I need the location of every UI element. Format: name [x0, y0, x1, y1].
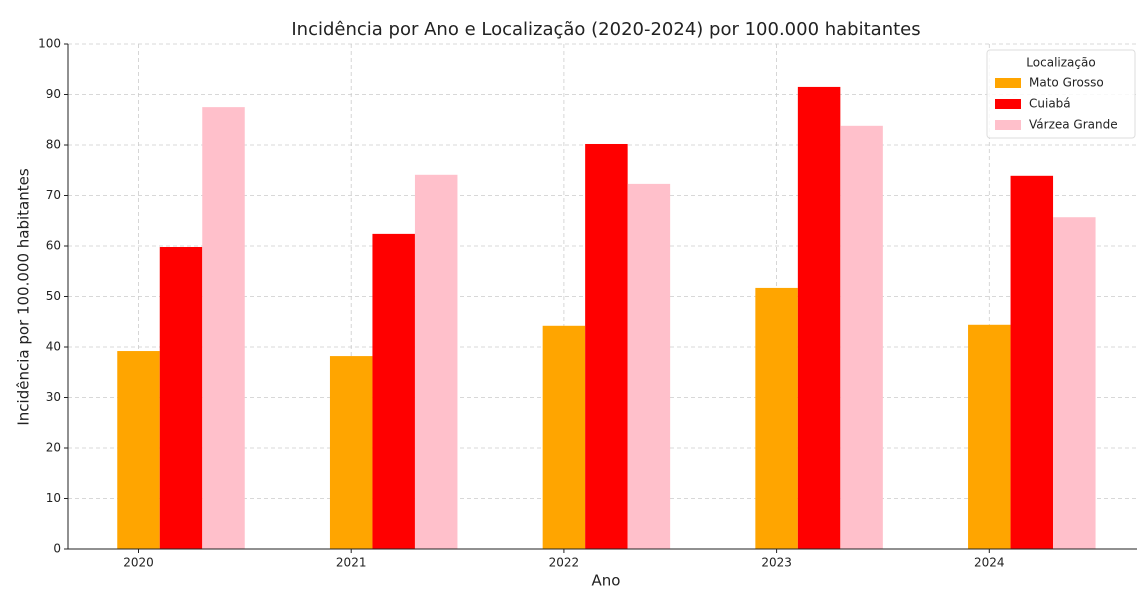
legend-swatch — [995, 99, 1021, 109]
y-tick-label: 0 — [53, 542, 61, 556]
x-tick-label: 2024 — [974, 556, 1005, 570]
bar — [159, 247, 203, 549]
y-tick-label: 50 — [46, 289, 61, 303]
y-tick-label: 90 — [46, 87, 61, 101]
y-tick-label: 80 — [46, 138, 61, 152]
bar — [542, 325, 586, 549]
x-tick-label: 2021 — [336, 556, 367, 570]
bar — [117, 351, 160, 549]
y-tick-label: 100 — [38, 37, 61, 51]
legend-label: Mato Grosso — [1029, 76, 1104, 90]
legend-title: Localização — [1026, 56, 1095, 70]
x-tick-label: 2022 — [549, 556, 580, 570]
y-tick-label: 40 — [46, 340, 61, 354]
bar — [1010, 175, 1054, 549]
legend-swatch — [995, 78, 1021, 88]
bar — [627, 183, 671, 549]
legend-box — [986, 49, 1136, 139]
bars — [117, 86, 1096, 550]
axes: 0 10 20 30 40 50 60 70 80 90 100 2020 2021 2022 2023 20… — [38, 37, 1137, 570]
x-tick-label: 2023 — [761, 556, 792, 570]
chart-title: Incidência por Ano e Localização (2020-2… — [291, 19, 920, 40]
legend-label: Várzea Grande — [1029, 118, 1118, 132]
y-tick-label: 30 — [46, 390, 61, 404]
y-tick-label: 70 — [46, 188, 61, 202]
legend-label: Cuiabá — [1029, 97, 1071, 111]
legend: Localização Mato Grosso Cuiabá Várzea Grand… — [986, 49, 1136, 139]
bar — [585, 143, 628, 550]
y-tick-label: 20 — [46, 441, 61, 455]
y-axis-label: Incidência por 100.000 habitantes — [15, 168, 33, 425]
legend-swatch — [995, 120, 1021, 130]
y-tick-label: 60 — [46, 239, 61, 253]
bar — [755, 287, 798, 549]
x-tick-label: 2020 — [123, 556, 154, 570]
bar — [797, 86, 841, 550]
bar — [968, 324, 1011, 549]
bar — [372, 233, 415, 549]
bar — [1053, 217, 1096, 549]
y-tick-label: 10 — [46, 491, 61, 505]
bar — [202, 107, 245, 549]
bar — [414, 174, 458, 550]
bar — [329, 356, 373, 549]
x-axis-label: Ano — [592, 572, 621, 590]
bar — [840, 125, 883, 549]
